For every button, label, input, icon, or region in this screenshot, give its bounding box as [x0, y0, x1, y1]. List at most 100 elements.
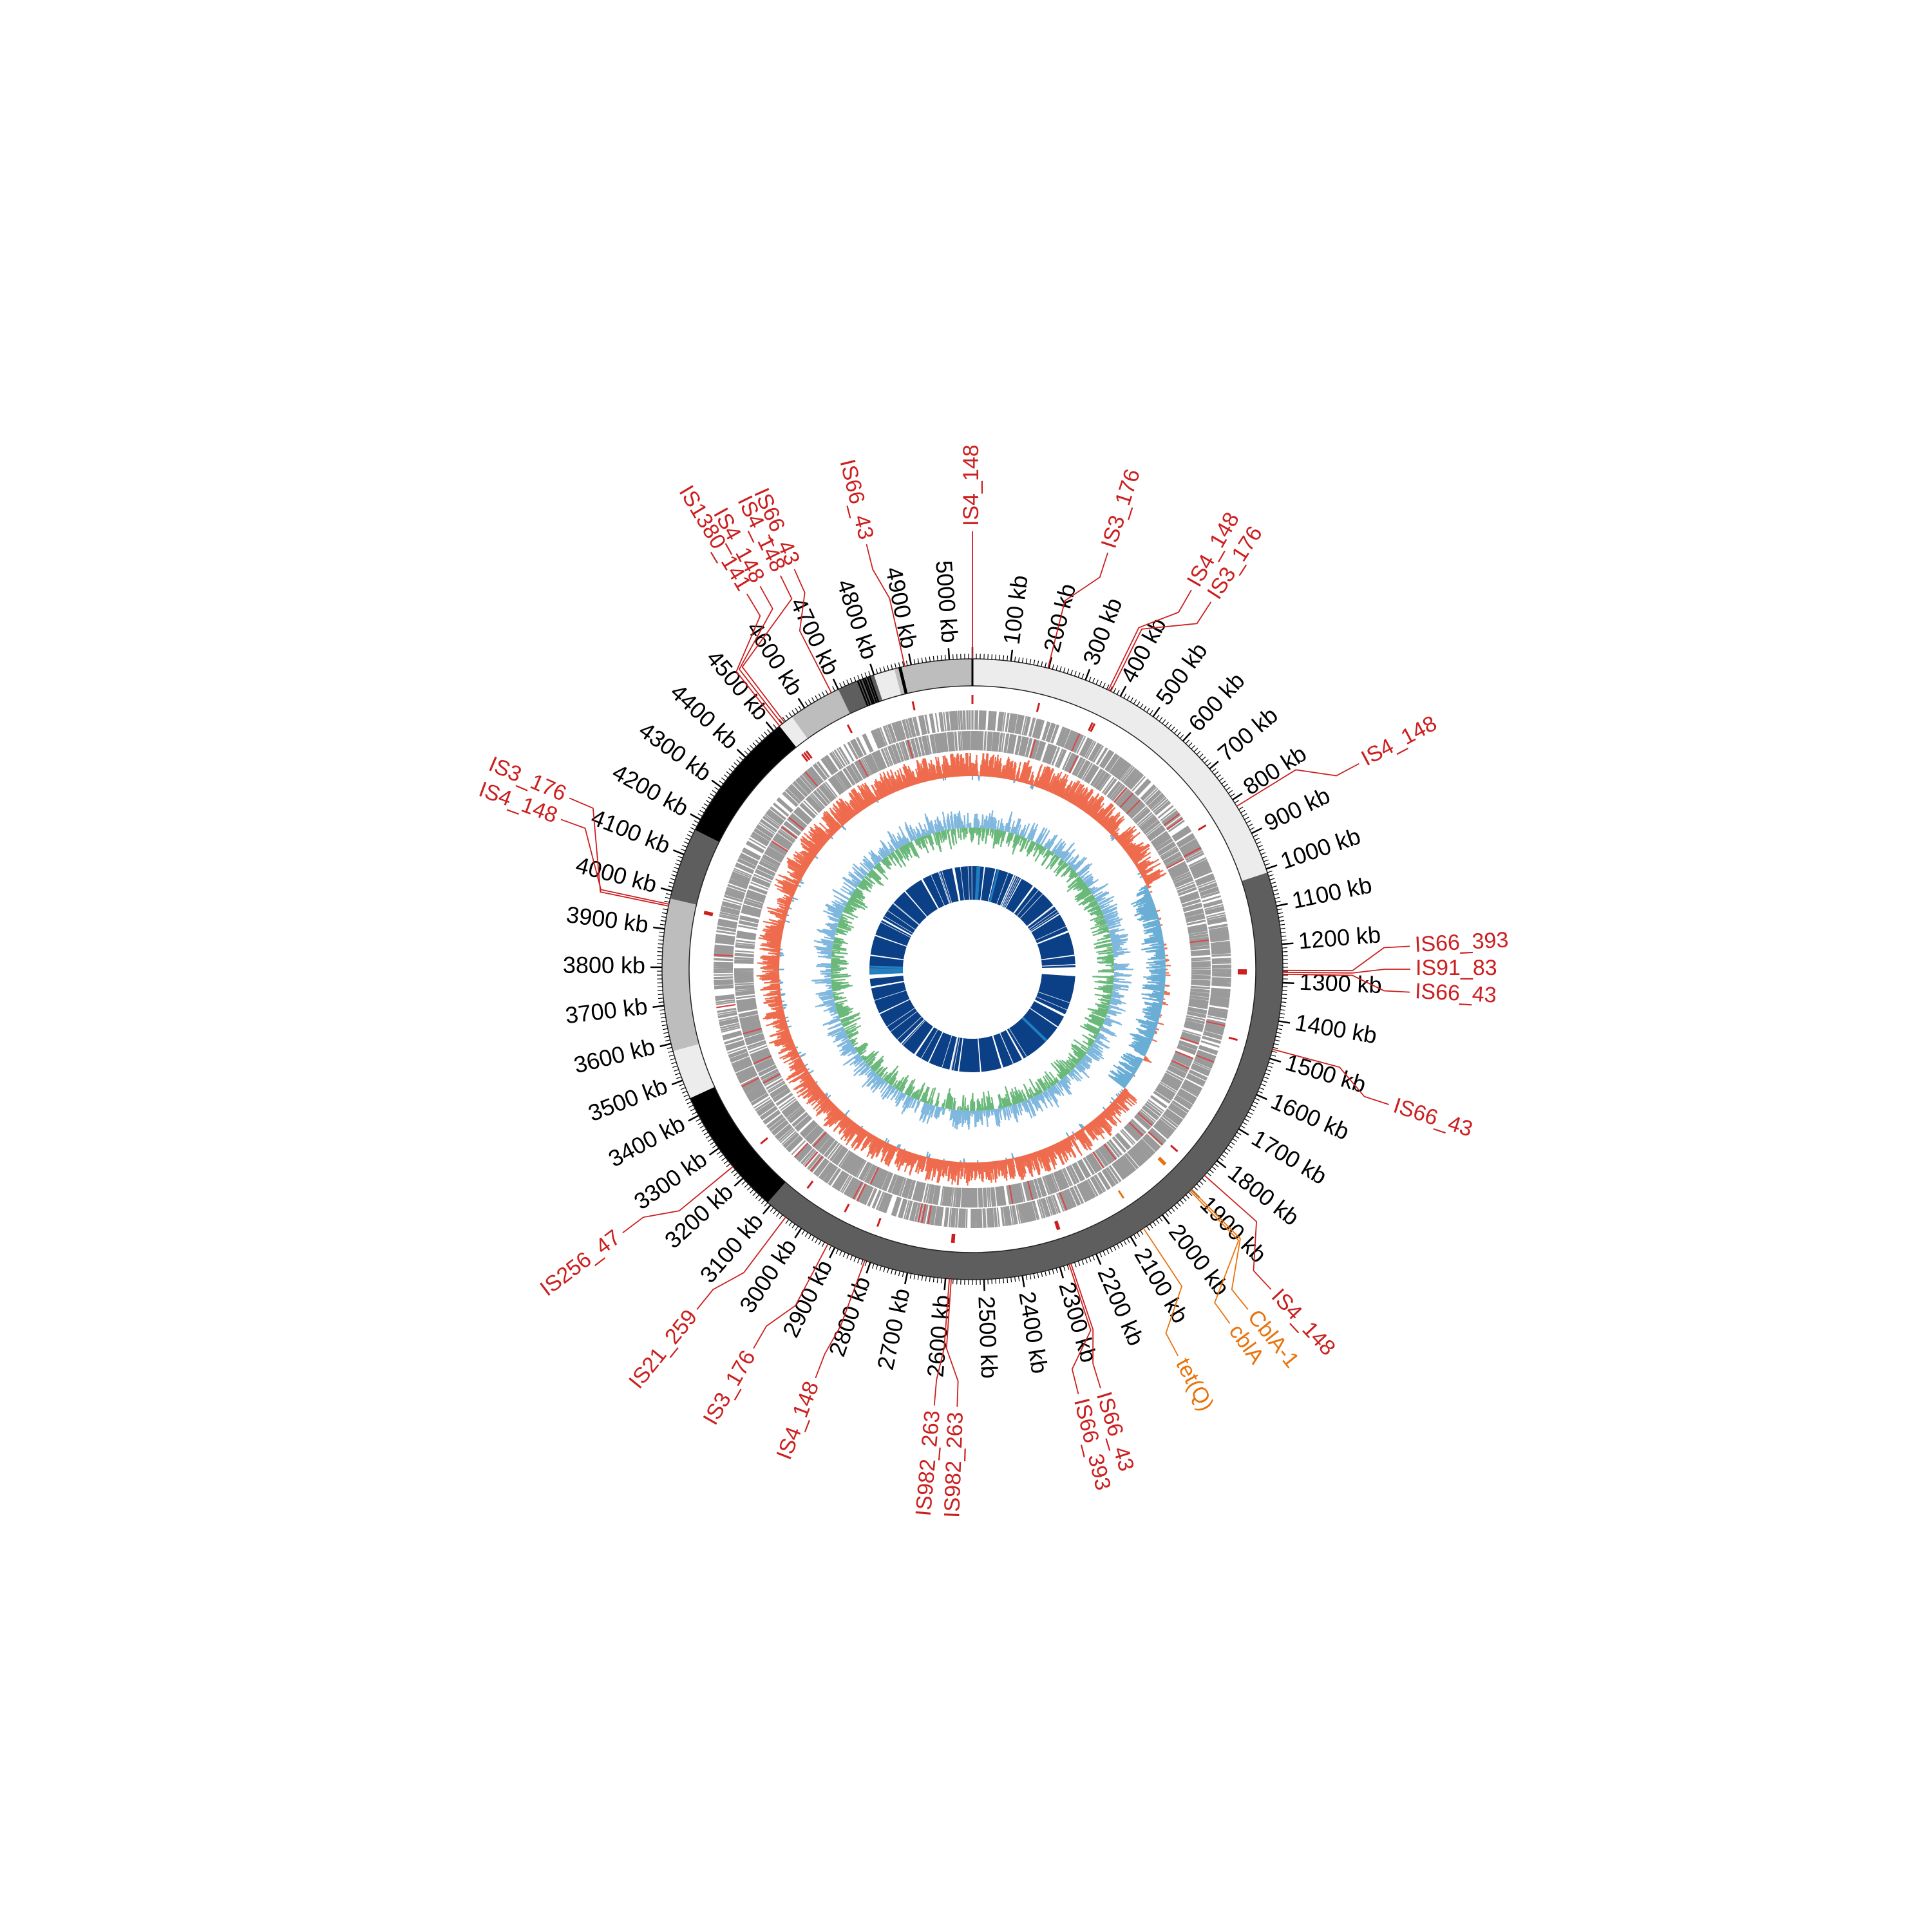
- minor-tick: [672, 870, 678, 873]
- minor-tick: [925, 657, 927, 663]
- minor-tick: [1206, 1172, 1211, 1177]
- minor-tick: [1116, 1244, 1120, 1249]
- minor-tick: [1133, 699, 1137, 705]
- major-tick: [652, 1005, 665, 1009]
- minor-tick: [842, 681, 846, 687]
- minor-tick: [1007, 655, 1009, 661]
- homology-fine-gap: [1009, 1028, 1027, 1057]
- feature-position-mark: [911, 701, 916, 711]
- minor-tick: [1251, 1104, 1256, 1108]
- feature-leader-line: [866, 544, 905, 667]
- minor-tick: [1137, 701, 1141, 706]
- feature-leader-line: [1272, 1048, 1389, 1105]
- major-tick: [653, 926, 665, 930]
- minor-tick: [755, 739, 760, 744]
- minor-tick: [721, 777, 726, 782]
- minor-tick: [658, 990, 663, 992]
- minor-tick: [779, 1214, 783, 1220]
- minor-tick: [750, 1189, 754, 1193]
- minor-tick: [1271, 882, 1276, 884]
- minor-tick: [764, 732, 768, 737]
- gene-track-ring: [713, 710, 1232, 1229]
- homology-fine-gap: [896, 1016, 922, 1040]
- is-element-label: IS982_263: [911, 1410, 945, 1517]
- feature-position-mark: [1157, 1157, 1166, 1166]
- minor-tick: [697, 1122, 703, 1126]
- minor-tick: [1242, 1122, 1247, 1126]
- minor-tick: [662, 908, 668, 911]
- homology-fine-gap: [967, 866, 970, 900]
- gc-content-above-mean: [811, 810, 1133, 1130]
- major-tick: [1256, 1094, 1267, 1101]
- minor-tick: [708, 1138, 713, 1142]
- minor-tick: [726, 771, 731, 775]
- major-tick: [1216, 1160, 1227, 1169]
- minor-tick: [688, 1104, 694, 1108]
- minor-tick: [1279, 920, 1285, 922]
- minor-tick: [1273, 1043, 1279, 1046]
- minor-tick: [1260, 852, 1266, 855]
- homology-block-31: [922, 868, 959, 909]
- homology-block-3: [988, 869, 1014, 905]
- scale-tick-label: 3900 kb: [565, 901, 650, 938]
- homology-fine-gap: [870, 954, 904, 960]
- minor-tick: [788, 1221, 793, 1226]
- minor-tick: [1084, 1258, 1088, 1264]
- minor-tick: [1255, 1097, 1260, 1101]
- minor-tick: [785, 714, 790, 719]
- major-tick: [1084, 668, 1091, 681]
- minor-tick: [1003, 655, 1005, 661]
- scale-tick-label: 300 kb: [1077, 594, 1128, 669]
- minor-tick: [1143, 705, 1147, 711]
- homology-fine-gap: [951, 1037, 959, 1070]
- homology-block-22: [902, 1019, 933, 1054]
- minor-tick: [728, 768, 734, 772]
- minor-tick: [808, 1234, 812, 1239]
- homology-fine-gap: [884, 915, 913, 934]
- minor-tick: [875, 668, 878, 674]
- minor-tick: [736, 759, 741, 764]
- minor-tick: [1196, 750, 1201, 755]
- minor-tick: [1120, 1242, 1124, 1247]
- minor-tick: [1033, 1273, 1036, 1279]
- minor-tick: [1247, 824, 1253, 827]
- minor-tick: [1236, 1132, 1242, 1135]
- minor-tick: [659, 923, 665, 925]
- feature-position-mark: [1036, 703, 1041, 712]
- minor-tick: [1196, 1183, 1201, 1188]
- minor-tick: [1162, 719, 1166, 724]
- is-element-label: IS982_263: [940, 1412, 968, 1519]
- minor-tick: [782, 717, 786, 722]
- contig-block-9: [791, 689, 850, 739]
- minor-tick: [744, 1183, 749, 1188]
- minor-tick: [734, 762, 739, 766]
- minor-tick: [687, 1101, 692, 1104]
- minor-tick: [879, 1265, 882, 1271]
- minor-tick: [662, 1028, 668, 1030]
- minor-tick: [1249, 827, 1255, 831]
- minor-tick: [898, 662, 900, 668]
- minor-tick: [839, 683, 842, 688]
- minor-tick: [1045, 1271, 1047, 1276]
- scale-tick-label: 4900 kb: [880, 565, 922, 651]
- minor-tick: [1253, 1101, 1258, 1104]
- scale-tick-label: 1000 kb: [1277, 822, 1363, 874]
- minor-tick: [1014, 656, 1016, 662]
- is-element-label: IS66_43: [835, 457, 878, 542]
- homology-fine-gap: [931, 875, 945, 906]
- feature-leader-line: [1068, 1264, 1092, 1395]
- minor-tick: [936, 1277, 938, 1283]
- minor-tick: [1232, 1138, 1237, 1142]
- minor-tick: [755, 1194, 760, 1199]
- homology-fine-gap: [1037, 991, 1070, 1003]
- feature-leader-line: [1191, 1189, 1249, 1311]
- feature-leader-line: [1282, 945, 1410, 972]
- minor-tick: [734, 1172, 739, 1177]
- minor-tick: [940, 655, 942, 661]
- minor-tick: [658, 1001, 664, 1003]
- minor-tick: [1171, 1207, 1175, 1212]
- minor-tick: [808, 699, 812, 705]
- homology-fine-gap: [999, 1033, 1014, 1065]
- contig-block-11: [874, 668, 902, 701]
